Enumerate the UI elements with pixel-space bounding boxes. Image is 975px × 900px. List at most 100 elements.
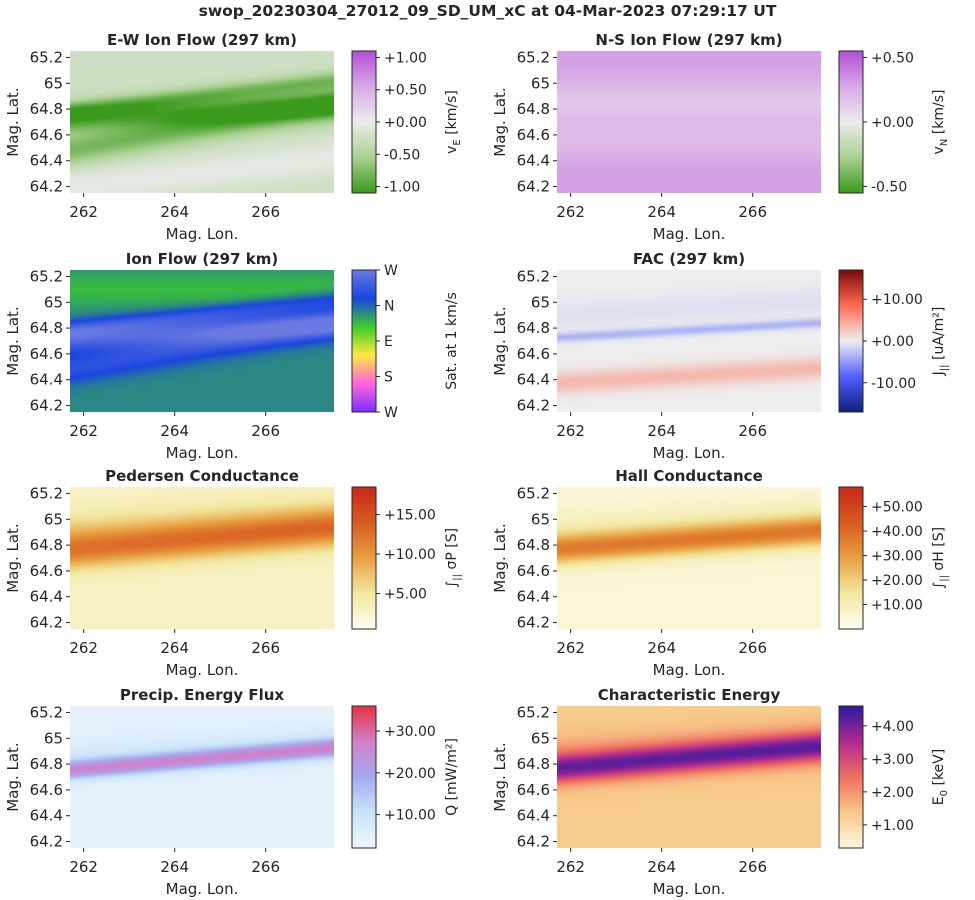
x-tick-label: 266 [251, 422, 280, 440]
y-tick-label: 64.6 [517, 562, 550, 580]
x-tick-label: 266 [251, 639, 280, 657]
panel-char: Characteristic Energy 262 264 266 Mag. Lon. 6… [491, 686, 950, 898]
y-tick-label: 65.2 [517, 703, 550, 721]
x-tick-label: 266 [251, 203, 280, 221]
y-tick-label: 64.4 [30, 807, 63, 825]
x-axis-label: Mag. Lon. [653, 880, 726, 898]
x-axis-label: Mag. Lon. [166, 661, 239, 679]
colorbar-tick-label: +10.00 [871, 598, 923, 614]
colorbar [838, 705, 864, 849]
heatmap-image [70, 270, 334, 412]
panel-title: Pedersen Conductance [105, 467, 299, 485]
y-tick-label: 64.4 [517, 588, 550, 606]
x-tick-label: 262 [69, 639, 98, 657]
x-tick-label: 266 [738, 203, 767, 221]
x-tick-label: 266 [738, 639, 767, 657]
y-tick-label: 65 [531, 510, 550, 528]
x-tick-label: 262 [69, 203, 98, 221]
x-tick-label: 262 [556, 639, 585, 657]
colorbar-tick-label: N [384, 299, 394, 315]
y-tick-label: 64.2 [30, 178, 63, 196]
colorbar-tick-label: +2.00 [871, 785, 914, 801]
x-tick-label: 264 [160, 639, 189, 657]
colorbar-tick-label: +3.00 [871, 752, 914, 768]
colorbar-label: Q [mW/m²] [444, 738, 460, 816]
panel-fac: FAC (297 km) 262 264 266 Mag. Lon. 65.2 65 64.8… [491, 250, 950, 462]
colorbar-tick-label: -0.50 [871, 180, 907, 196]
colorbar-tick-label: W [384, 263, 398, 279]
y-axis-label: Mag. Lat. [491, 87, 509, 156]
colorbar-tick-label: +1.00 [871, 818, 914, 834]
y-tick-label: 65.2 [517, 48, 550, 66]
y-tick-label: 64.6 [517, 781, 550, 799]
panel-ped: Pedersen Conductance 262 264 266 Mag. Lon. 65… [4, 467, 463, 679]
y-tick-label: 65 [44, 729, 63, 747]
colorbar-tick-label: +20.00 [384, 766, 436, 782]
y-tick-label: 64.8 [30, 536, 63, 554]
colorbar-tick-label: -10.00 [871, 376, 916, 392]
panel-title: Hall Conductance [615, 467, 763, 485]
x-tick-label: 264 [647, 639, 676, 657]
y-tick-label: 64.8 [30, 319, 63, 337]
x-axis-label: Mag. Lon. [166, 880, 239, 898]
x-tick-label: 264 [647, 858, 676, 876]
colorbar-label: ∫|| σH [S] [931, 527, 950, 589]
x-tick-label: 264 [647, 203, 676, 221]
y-tick-label: 64.4 [517, 807, 550, 825]
y-axis-label: Mag. Lat. [491, 742, 509, 811]
colorbar [838, 486, 864, 630]
colorbar-tick-label: +10.00 [384, 547, 436, 563]
y-tick-label: 64.2 [30, 833, 63, 851]
y-tick-label: 64.2 [517, 397, 550, 415]
y-tick-label: 65.2 [517, 267, 550, 285]
y-tick-label: 64.8 [517, 755, 550, 773]
y-tick-label: 65.2 [30, 267, 63, 285]
colorbar-tick-label: +50.00 [871, 500, 923, 516]
x-tick-label: 262 [556, 203, 585, 221]
x-axis-label: Mag. Lon. [653, 661, 726, 679]
y-tick-label: 64.8 [517, 100, 550, 118]
colorbar-label: Sat. at 1 km/s [444, 292, 460, 390]
colorbar-tick-label: +30.00 [384, 724, 436, 740]
y-tick-label: 65 [44, 510, 63, 528]
x-tick-label: 264 [160, 203, 189, 221]
y-tick-label: 65 [44, 74, 63, 92]
y-tick-label: 64.8 [517, 319, 550, 337]
colorbar-tick-label: +10.00 [384, 808, 436, 824]
y-tick-label: 64.8 [517, 536, 550, 554]
panel-hall: Hall Conductance 262 264 266 Mag. Lon. 65.2 65… [491, 467, 950, 679]
panel-title: Precip. Energy Flux [120, 686, 285, 704]
heatmap-image [557, 706, 821, 848]
y-tick-label: 65 [531, 74, 550, 92]
colorbar-label: E0 [keV] [931, 749, 950, 805]
y-tick-label: 64.8 [30, 755, 63, 773]
panel-title: E-W Ion Flow (297 km) [107, 31, 297, 49]
colorbar-tick-label: -1.00 [384, 180, 420, 196]
colorbar [838, 50, 864, 194]
colorbar [351, 269, 377, 413]
y-tick-label: 64.6 [517, 345, 550, 363]
colorbar-tick-label: +0.00 [871, 334, 914, 350]
x-tick-label: 262 [556, 422, 585, 440]
panel-ew: E-W Ion Flow (297 km) 262 264 266 Mag. Lon. 6… [4, 31, 463, 243]
panel-ns: N-S Ion Flow (297 km) 262 264 266 Mag. Lon. 6… [491, 31, 950, 243]
x-axis-label: Mag. Lon. [653, 444, 726, 462]
colorbar [351, 50, 377, 194]
x-axis-label: Mag. Lon. [166, 444, 239, 462]
x-tick-label: 262 [556, 858, 585, 876]
colorbar-tick-label: +5.00 [384, 587, 427, 603]
colorbar-tick-label: +0.00 [384, 115, 427, 131]
y-axis-label: Mag. Lat. [4, 306, 22, 375]
colorbar-tick-label: +40.00 [871, 524, 923, 540]
y-tick-label: 65.2 [30, 48, 63, 66]
y-axis-label: Mag. Lat. [491, 306, 509, 375]
y-tick-label: 64.2 [517, 833, 550, 851]
y-tick-label: 64.4 [30, 152, 63, 170]
x-tick-label: 262 [69, 422, 98, 440]
y-axis-label: Mag. Lat. [4, 87, 22, 156]
colorbar-tick-label: +20.00 [871, 573, 923, 589]
y-tick-label: 64.2 [517, 178, 550, 196]
colorbar-tick-label: +15.00 [384, 508, 436, 524]
colorbar-tick-label: +0.50 [384, 83, 427, 99]
